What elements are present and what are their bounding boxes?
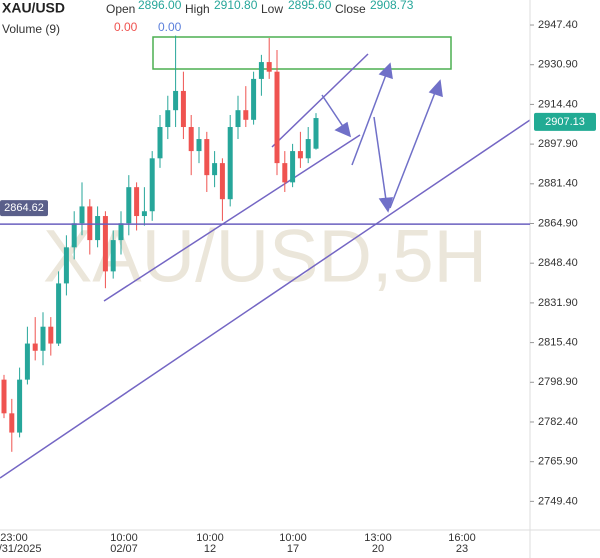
channel-lower [103,134,361,302]
last-price-label: 2907.13 [545,116,585,128]
y-tick-label: 2897.90 [538,138,578,150]
candle-body [102,216,108,272]
candle-body [9,413,15,433]
legend-label: Open [106,2,135,16]
last-price-box [534,112,596,131]
arrow [351,71,388,166]
candle-body [313,118,319,149]
candle-body [258,62,264,79]
symbol: XAU/USD [2,0,65,16]
candle-body [243,110,249,120]
candle-body [157,127,163,159]
candle-body [219,163,225,200]
y-tick-label: 2798.90 [538,376,578,388]
candle-body [305,139,311,159]
y-tick-label: 2765.90 [538,456,578,468]
candle-body [87,206,93,241]
channel-upper [271,53,369,148]
y-tick-label: 2848.40 [538,257,578,269]
volume-value: 0.00 [158,20,182,34]
arrow [389,89,437,209]
candle-body [63,247,69,284]
y-tick-label: 2815.40 [538,336,578,348]
y-tick-label: 2782.40 [538,416,578,428]
volume-value: 0.00 [114,20,138,34]
candle-body [282,163,288,183]
x-tick-time: 10:00 [110,532,138,544]
candle-body [165,110,171,128]
x-tick-time: 23:00 [0,532,28,544]
y-tick-label: 2930.90 [538,59,578,71]
x-tick-date: 20 [372,543,384,555]
candle-body [149,158,155,212]
watermark: XAU/USD,5H [43,215,487,298]
arrow-head [334,121,352,138]
arrow-head [378,62,393,80]
x-tick-date: 17 [287,543,299,555]
candle-body [297,151,303,159]
drawings [0,36,531,479]
legend-value: 2895.60 [288,0,332,12]
arrow-head [428,79,443,98]
level-label: 2864.62 [4,202,44,214]
y-tick-label: 2947.40 [538,19,578,31]
x-tick-time: 10:00 [196,532,224,544]
candle-body [290,151,296,183]
x-tick-time: 10:00 [279,532,307,544]
candle-body [204,139,210,176]
candle-body [48,326,54,344]
trend-line [0,119,531,479]
header: XAU/USD Open 2896.00 High 2910.80 Low 28… [2,0,414,36]
x-tick-time: 16:00 [448,532,476,544]
candle-body [126,187,132,224]
candle-body [118,223,124,241]
y-tick-label: 2914.40 [538,98,578,110]
candle-body [110,240,116,272]
volume-label: Volume (9) [2,22,60,36]
legend-label: High [185,2,210,16]
candle-body [173,90,179,111]
candle-body [141,211,147,217]
candle-body [56,283,62,344]
legend-label: Low [261,2,283,16]
candle-body [32,343,38,351]
legend-value: 2910.80 [214,0,258,12]
candle-body [95,216,101,241]
candle-body [251,78,257,120]
y-tick-label: 2864.90 [538,217,578,229]
y-tick-label: 2881.40 [538,178,578,190]
arrow [373,116,387,201]
candle-body [188,127,194,152]
candle-body [71,223,77,248]
arrow-head [378,197,394,213]
legend-value: 2908.73 [370,0,414,12]
y-tick-label: 2831.90 [538,297,578,309]
candle-body [79,206,85,224]
arrow [321,94,347,132]
candle-body [196,139,202,152]
candle-body [17,379,23,433]
candle-body [227,127,233,200]
candle-body [134,187,140,217]
candle-body [266,62,272,72]
y-tick-label: 2749.40 [538,495,578,507]
level-label-box [0,200,48,217]
candle-body [1,379,7,414]
x-tick-date: 02/07 [110,543,138,555]
zone-rectangle [152,36,452,70]
x-tick-time: 13:00 [364,532,392,544]
legend-value: 2896.00 [138,0,182,12]
candle-body [180,90,186,128]
candle-body [212,163,218,176]
candle-body [274,71,280,164]
candle-body [24,343,30,380]
candle-body [235,110,241,128]
candle-body [40,326,46,351]
x-tick-date: 12 [204,543,216,555]
legend-label: Close [335,2,366,16]
x-tick-date: 23 [456,543,468,555]
x-tick-date: 01/31/2025 [0,543,42,555]
